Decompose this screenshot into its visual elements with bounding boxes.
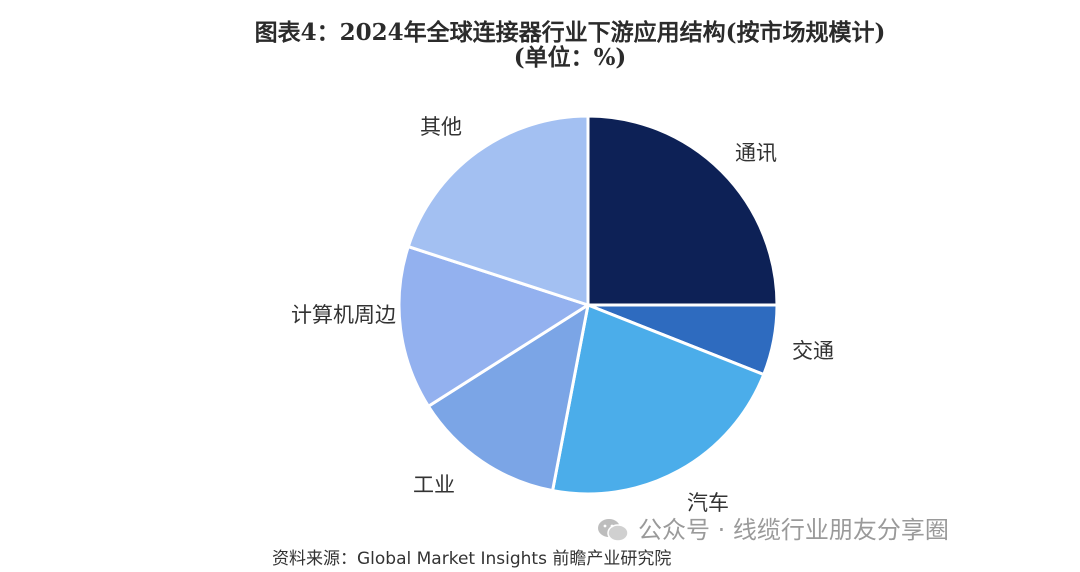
- slice-label-5: 计算机周边: [291, 303, 396, 327]
- slice-label-3: 汽车: [687, 491, 729, 515]
- slice-label-6: 其他: [420, 115, 462, 139]
- wechat-icon: [598, 519, 629, 542]
- pie-slice-1: [586, 114, 779, 307]
- source-note: 资料来源：Global Market Insights 前瞻产业研究院: [272, 549, 672, 569]
- pie-slice-3: [551, 303, 766, 496]
- slice-label-4: 工业: [413, 473, 455, 497]
- slice-label-2: 交通: [792, 339, 834, 363]
- pie-slice-6: [406, 114, 590, 307]
- pie-slices: [397, 114, 779, 496]
- watermark: 公众号 · 线缆行业朋友分享圈: [596, 510, 949, 545]
- slice-label-1: 通讯: [735, 141, 777, 165]
- chart-title: 图表4：2024年全球连接器行业下游应用结构(按市场规模计)(单位：%): [254, 19, 886, 71]
- pie-slice-5: [397, 245, 590, 408]
- watermark-text: 公众号 · 线缆行业朋友分享圈: [638, 516, 949, 544]
- pie-slice-4: [426, 303, 590, 493]
